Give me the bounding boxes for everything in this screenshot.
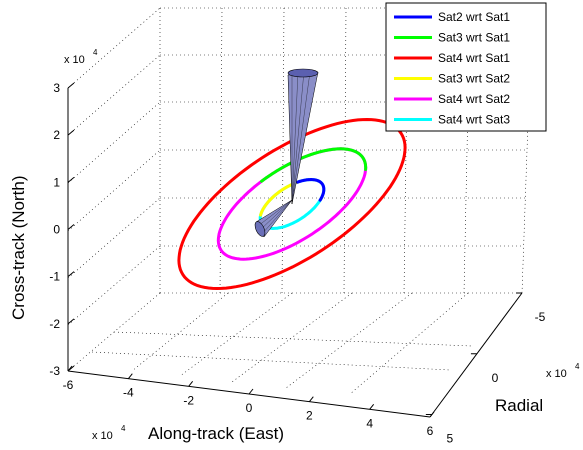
x-tick-label: 4 [366,416,373,430]
x-tick-label: -2 [183,393,194,407]
z-exponent: x 10 4 [64,48,98,66]
y-exponent: x 10 4 [546,362,580,380]
x-tick-mark [308,396,314,402]
legend-entry-label: Sat4 wrt Sat3 [438,113,510,127]
x-tick-mark [127,373,133,379]
z-tick-label: -3 [49,364,60,378]
legend-entry-label: Sat3 wrt Sat1 [438,31,510,45]
z-axis-label: Cross-track (North) [9,175,28,320]
x-exponent: x 10 4 [92,424,126,442]
upper-cone-glyph [287,68,319,205]
legend: Sat2 wrt Sat1 Sat3 wrt Sat1 Sat4 wrt Sat1 S… [385,2,547,132]
z-tick-label: 1 [53,175,60,189]
svg-text:x 10: x 10 [546,368,567,380]
z-tick-label: 3 [53,81,60,95]
legend-entry-label: Sat4 wrt Sat1 [438,51,510,65]
sensor-cones [254,68,319,238]
x-tick-mark [67,365,73,372]
y-tick-label: 5 [446,432,453,446]
z-axis-ticks: -3 -2 -1 0 1 2 3 [49,81,75,378]
svg-text:x 10: x 10 [92,430,113,442]
y-tick-label: 0 [492,371,499,385]
z-tick-label: 2 [53,128,60,142]
y-axis-ticks: -5 0 5 [425,292,546,446]
orbit-series [177,117,407,291]
z-tick-mark [67,224,75,230]
y-tick-label: -5 [535,310,546,324]
svg-text:4: 4 [575,362,580,371]
x-axis-ticks: -6 -4 -2 0 2 4 6 [63,365,435,438]
orbit-line [296,178,326,202]
z-tick-mark [67,318,75,325]
orbit-line [177,117,407,291]
x-tick-label: -4 [123,386,134,400]
x-tick-mark [188,381,194,387]
z-tick-mark [67,176,75,183]
x-tick-label: -6 [63,378,74,392]
svg-text:4: 4 [93,48,98,57]
x-tick-mark [429,411,435,418]
x-tick-label: 2 [306,409,313,423]
z-tick-label: -2 [49,317,60,331]
svg-text:x 10: x 10 [64,54,85,66]
x-tick-mark [369,404,375,410]
x-tick-label: 6 [427,424,434,438]
x-tick-label: 0 [246,401,253,415]
z-tick-label: 0 [53,223,60,237]
z-tick-mark [67,129,75,136]
legend-entry-label: Sat2 wrt Sat1 [438,10,510,24]
orbit-line [259,180,299,217]
legend-entry-label: Sat4 wrt Sat2 [438,92,510,106]
x-axis-label: Along-track (East) [148,424,284,443]
lower-cone-glyph [254,199,293,238]
z-tick-mark [67,271,75,278]
z-tick-mark [67,82,75,89]
legend-box [385,2,547,132]
svg-text:4: 4 [121,424,126,433]
z-tick-label: -1 [49,270,60,284]
x-tick-mark [248,388,254,395]
legend-entry-label: Sat3 wrt Sat2 [438,72,510,86]
y-axis-label: Radial [495,396,543,415]
orbit-line [260,147,368,183]
